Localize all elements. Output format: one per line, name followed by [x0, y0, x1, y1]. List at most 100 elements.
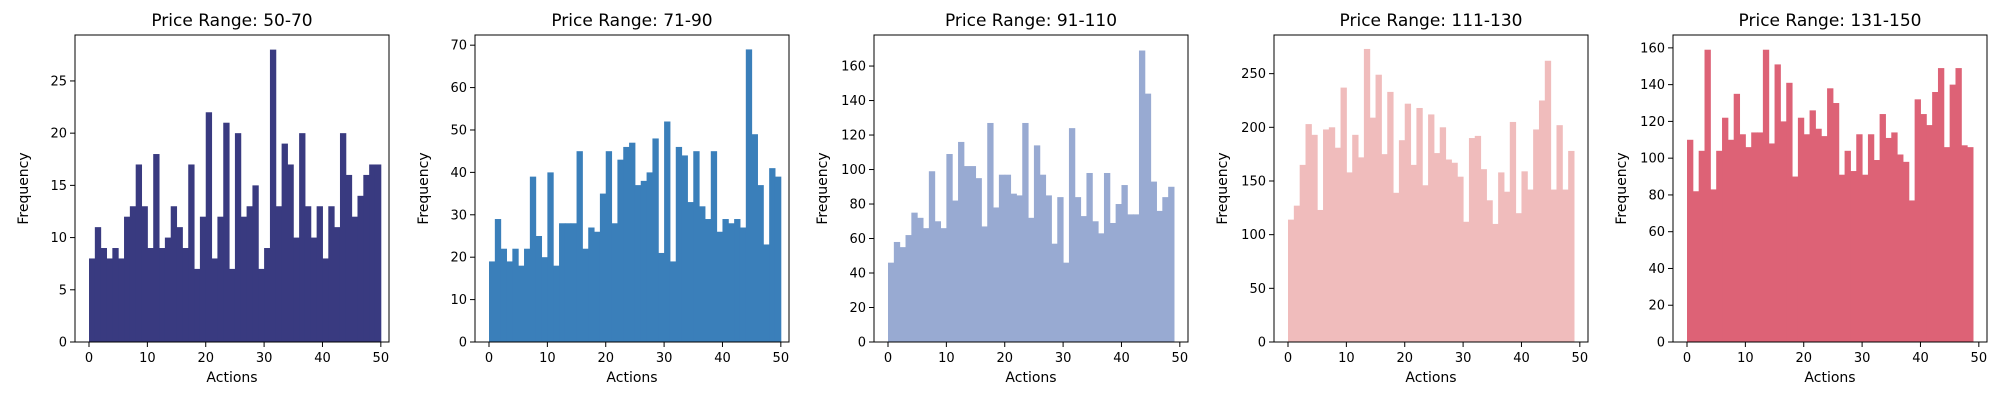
bar [623, 146, 630, 342]
bar [211, 258, 218, 342]
bar [518, 265, 525, 342]
bar [1057, 197, 1064, 342]
bar [928, 171, 936, 342]
bar [264, 248, 271, 342]
bar [1844, 150, 1851, 342]
bar [240, 216, 248, 342]
bar [1739, 134, 1746, 342]
y-tick-label: 0 [59, 336, 67, 351]
chart-panel-5: 0 10 20 30 40 50 0 20 40 60 80 100 120 140 160 Price Ra… [1614, 11, 1988, 386]
bar [112, 248, 119, 342]
bar [94, 227, 102, 342]
y-tick-label: 20 [450, 251, 467, 266]
bar [188, 164, 195, 342]
chart-title: Price Range: 131-150 [1739, 11, 1922, 31]
bar [687, 202, 694, 342]
bar [1710, 189, 1717, 342]
bar [1722, 117, 1729, 342]
bar [506, 261, 513, 342]
axes-frame [474, 34, 790, 343]
bar [611, 223, 618, 342]
x-tick-label: 20 [996, 351, 1013, 366]
bar [1133, 214, 1140, 342]
x-tick-label: 10 [938, 351, 955, 366]
bar [734, 219, 741, 342]
bar [1398, 140, 1406, 342]
y-tick-label: 200 [1241, 121, 1266, 136]
x-tick-label: 50 [773, 351, 790, 366]
bar [1144, 93, 1152, 342]
bar [1051, 243, 1058, 342]
bar [1862, 174, 1869, 342]
y-axis-label: Frequency [1614, 152, 1630, 224]
bar [369, 164, 376, 342]
x-tick-label: 20 [597, 351, 614, 366]
x-tick-label: 10 [1338, 351, 1355, 366]
bar [1393, 192, 1400, 342]
y-tick-label: 20 [1648, 299, 1665, 314]
x-tick-label: 50 [373, 351, 390, 366]
bar [1033, 145, 1041, 342]
bar [1416, 107, 1423, 343]
x-tick-label: 20 [197, 351, 214, 366]
bar [1486, 200, 1493, 342]
chart-title: Price Range: 50-70 [151, 11, 312, 31]
x-tick-label: 10 [539, 351, 556, 366]
y-tick-label: 80 [849, 198, 866, 213]
y-tick-label: 100 [841, 163, 866, 178]
bar [147, 248, 154, 342]
bar [751, 134, 758, 342]
y-tick-label: 0 [1657, 336, 1665, 351]
bar [1786, 82, 1793, 343]
x-axis-label: Actions [1405, 370, 1456, 386]
bar [969, 166, 977, 342]
x-tick-label: 20 [1396, 351, 1413, 366]
bar [1346, 172, 1353, 342]
bar [310, 237, 318, 342]
bar [681, 155, 688, 342]
bar [1092, 221, 1099, 342]
bar [1375, 74, 1382, 342]
bar [489, 261, 496, 342]
x-axis-label: Actions [1804, 370, 1855, 386]
x-axis-label: Actions [1005, 370, 1056, 386]
bar [899, 247, 906, 342]
bar [1340, 87, 1347, 342]
x-tick-label: 0 [1683, 351, 1691, 366]
bar [1115, 204, 1122, 342]
bar [170, 206, 178, 342]
bar [500, 248, 507, 342]
y-axis-label: Frequency [1215, 152, 1231, 224]
bar [541, 257, 548, 342]
chart-title: Price Range: 111-130 [1340, 11, 1523, 31]
x-tick-label: 40 [314, 351, 331, 366]
bar [1433, 153, 1441, 342]
bar [911, 212, 918, 342]
bar [1086, 172, 1093, 342]
bar [1103, 172, 1111, 342]
x-tick-label: 20 [1795, 351, 1812, 366]
x-tick-label: 40 [1113, 351, 1130, 366]
bar [1010, 193, 1017, 342]
bar [1451, 162, 1458, 342]
bar [234, 133, 242, 342]
bar [582, 248, 589, 342]
bar [1920, 114, 1927, 342]
bar [1156, 210, 1163, 342]
y-tick-label: 40 [1648, 262, 1665, 277]
bar [1527, 189, 1534, 342]
y-tick-label: 50 [1249, 282, 1266, 297]
bar [535, 235, 543, 342]
bar [1410, 164, 1417, 342]
bar [1914, 99, 1921, 342]
x-tick-label: 30 [1854, 351, 1871, 366]
bar [1967, 147, 1974, 342]
x-tick-label: 10 [139, 351, 156, 366]
bar [1926, 125, 1933, 342]
bar [1150, 181, 1157, 342]
bar [1745, 147, 1752, 342]
bar [576, 151, 583, 342]
bar [1692, 191, 1700, 342]
y-tick-label: 25 [50, 74, 67, 89]
bar [304, 206, 312, 342]
